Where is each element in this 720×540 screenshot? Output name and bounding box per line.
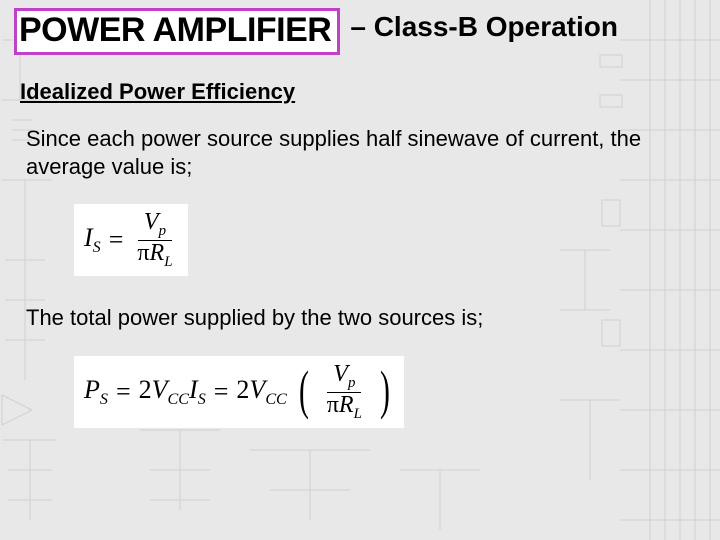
slide-content: POWER AMPLIFIER – Class-B Operation Idea… <box>0 0 720 428</box>
title-row: POWER AMPLIFIER – Class-B Operation <box>14 8 704 55</box>
paragraph-1: Since each power source supplies half si… <box>26 125 666 180</box>
equals-sign: = <box>109 225 124 255</box>
equals-sign: = <box>214 377 229 407</box>
eq2-term2-coeff: 2VCC <box>236 375 286 409</box>
subheading: Idealized Power Efficiency <box>20 79 704 105</box>
eq1-lhs: IS <box>84 223 101 257</box>
eq2-lhs: PS <box>84 375 108 409</box>
eq2-numerator: Vp <box>327 362 361 393</box>
title-boxed: POWER AMPLIFIER <box>14 8 340 55</box>
eq1-numerator: Vp <box>138 210 172 241</box>
eq1-denominator: πRL <box>131 241 178 271</box>
equation-1-box: IS = Vp πRL <box>74 204 188 276</box>
paragraph-2: The total power supplied by the two sour… <box>26 304 666 332</box>
eq2-fraction: Vp πRL <box>321 362 368 422</box>
equals-sign: = <box>116 377 131 407</box>
equation-2: PS = 2VCCIS = 2VCC ( Vp πRL ) <box>74 356 704 428</box>
title-suffix: – Class-B Operation <box>350 8 618 46</box>
equation-2-box: PS = 2VCCIS = 2VCC ( Vp πRL ) <box>74 356 404 428</box>
equation-1: IS = Vp πRL <box>74 204 704 276</box>
eq1-fraction: Vp πRL <box>131 210 178 270</box>
eq2-term1: 2VCCIS <box>139 375 206 409</box>
eq2-denominator: πRL <box>321 393 368 423</box>
